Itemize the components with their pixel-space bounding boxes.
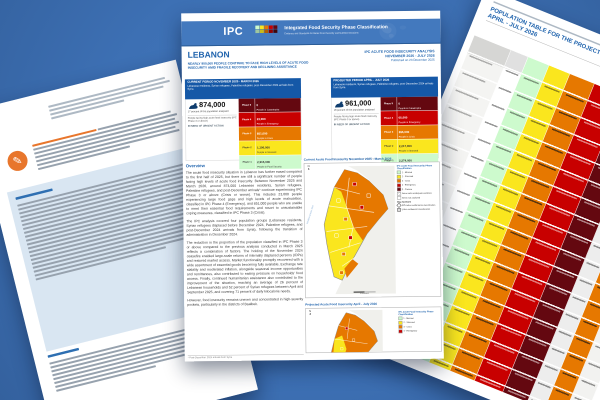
legend-phase2: 2 - Stressed <box>403 320 415 324</box>
projected-action-text: IN NEED OF URGENT ACTION <box>333 122 370 127</box>
projected-map-title: Projected Acute Food Insecurity April - … <box>305 302 378 307</box>
projected-map: N ▲ IPC Acute Food Insecurity Pha <box>305 306 442 354</box>
overview-heading: Overview <box>185 163 205 169</box>
north-arrow-icon: N ▲ <box>308 310 312 316</box>
overview-paragraph: However, food insecurity remains uneven … <box>187 297 304 307</box>
phase2-desc: People in Stressed <box>257 150 277 154</box>
legend-phase3: 3 - Crisis <box>401 179 411 182</box>
current-descriptor: People facing high acute food insecurity… <box>187 116 237 123</box>
country-title: LEBANON <box>187 49 230 60</box>
phase3-label: Phase 3 <box>238 127 256 141</box>
phase3-label: Phase 3 <box>380 125 398 140</box>
lebanon-map-projected <box>331 309 384 354</box>
analysis-meta-block: IPC ACUTE FOOD INSECURITY ANALYSIS NOVEM… <box>364 48 434 69</box>
pencil-icon: ✎ <box>5 148 30 174</box>
phase4-desc: People in Emergency <box>398 121 421 124</box>
overview-paragraph: The reduction in the proportion of the p… <box>186 240 304 295</box>
published-date: Published on 23 December 2025 <box>390 58 435 63</box>
phase2-label: Phase 2 <box>238 141 256 156</box>
phase2-value: 2,217,000 <box>398 145 412 149</box>
analysis-period: NOVEMBER 2025 - JULY 2026 <box>385 54 435 59</box>
projected-headline-number: 961,000 <box>345 99 372 108</box>
map-legend-title: IPC Acute Food Insecurity Phase Classifi… <box>396 164 432 170</box>
map-legend: IPC Acute Food Insecurity Phase Classifi… <box>396 164 438 212</box>
people-icon <box>189 103 198 109</box>
legend-phase5: 5 - Famine <box>402 187 413 191</box>
current-map: N ▲ Mediterranean Sea <box>303 161 442 299</box>
phase5-desc: People in Catastrophe <box>398 106 422 110</box>
current-headline-number: 874,000 <box>199 100 226 110</box>
ipc-banner: IPC Integrated Food Security Phase Class… <box>181 18 441 47</box>
overview-paragraph: The acute food insecurity situation in L… <box>185 170 303 216</box>
lebanon-map-current <box>323 165 396 295</box>
phase5-value: 0 <box>256 104 259 108</box>
phase3-desc: People in Crisis <box>256 136 273 140</box>
phase2-label: Phase 2 <box>380 139 398 154</box>
legend-phase4: 4 - Emergency <box>403 329 418 333</box>
projected-period-box: PROJECTED PERIOD APRIL - JULY 2026 Leban… <box>330 76 439 168</box>
phase3-value: 896,000 <box>398 130 410 135</box>
maps-column: Current Acute Food Insecurity November 2… <box>303 157 442 354</box>
phase4-desc: People in Emergency <box>256 122 279 126</box>
phase4-value: 65,000 <box>398 116 408 120</box>
country-headline-block: LEBANON NEARLY 900,000 PEOPLE CONTINUE T… <box>188 49 326 70</box>
current-percent-text: 17 percent of the population analysed <box>187 110 229 114</box>
current-period-subtitle: Lebanese residents, Syrian refugees, Pal… <box>187 83 294 92</box>
map-legend-title: IPC Acute Food Insecurity Phase Classifi… <box>398 310 434 316</box>
legend-symbol-idp: IDPs/other settlements classification <box>401 203 436 207</box>
phase3-desc: People in Crisis <box>398 135 415 139</box>
phase5-label: Phase 5 <box>380 97 397 111</box>
current-period-box: CURRENT PERIOD NOVEMBER 2025 - MARCH 202… <box>184 78 302 170</box>
overview-paragraph: The IPC analysis covered four population… <box>186 218 303 237</box>
phase5-desc: People in Catastrophe <box>256 108 280 112</box>
north-arrow-icon: N ▲ <box>307 165 311 171</box>
phase4-label: Phase 4 <box>238 112 256 127</box>
projected-descriptor: People facing high acute food insecurity… <box>333 115 378 122</box>
people-icon <box>334 101 344 108</box>
map-scale-bar: Kilometers <box>353 291 376 295</box>
overview-section: Overview The acute food insecurity situa… <box>186 162 304 356</box>
phase5-label: Phase 5 <box>238 98 256 113</box>
footnote: * Post-December 2024 arrivals from Syria <box>187 354 304 360</box>
scale-label: Kilometers <box>360 292 370 295</box>
ipc-snapshot-page: IPC Integrated Food Security Phase Class… <box>181 10 444 362</box>
phase4-label: Phase 4 <box>380 111 398 126</box>
legend-phase1: 1 - Minimal <box>403 316 414 320</box>
phase2-value: 1,196,000 <box>256 146 270 150</box>
legend-phase4: 4 - Emergency <box>401 183 416 187</box>
current-action-text: IN NEED OF URGENT ACTION <box>187 124 224 128</box>
map-legend-mini: IPC Acute Food Insecurity Phase Classifi… <box>398 310 439 334</box>
legend-phase3: 3 - Crisis <box>403 325 412 328</box>
analysis-title: IPC ACUTE FOOD INSECURITY ANALYSIS <box>364 49 435 54</box>
legend-phase1: 1 - Minimal <box>401 170 413 174</box>
phase3-value: 851,000 <box>256 132 268 136</box>
report-headline: NEARLY 900,000 PEOPLE CONTINUE TO FACE H… <box>187 61 309 70</box>
ipc-logo: IPC <box>223 24 244 38</box>
phase2-desc: People in Stressed <box>398 149 419 153</box>
legend-not-analysed: Areas not analysed <box>402 196 421 199</box>
legend-symbol-urban: Urban settlement classification <box>401 207 431 211</box>
world-map-icon <box>379 22 407 40</box>
phase4-value: 23,000 <box>256 118 266 122</box>
ipc-logo-squares <box>255 25 278 34</box>
legend-inadequate: Areas with inadequate evidence <box>402 191 432 195</box>
legend-phase2: 2 - Stressed <box>401 174 414 178</box>
projected-percent-text: 18 percent of the population analysed <box>333 108 375 112</box>
phase5-value: 0 <box>398 102 401 106</box>
current-map-title: Current Acute Food Insecurity November 2… <box>303 157 392 162</box>
projected-period-subtitle: Lebanese residents, Syrian refugees, Pal… <box>333 82 434 90</box>
banner-tagline: Evidence and Standards for Better Food S… <box>284 31 359 35</box>
